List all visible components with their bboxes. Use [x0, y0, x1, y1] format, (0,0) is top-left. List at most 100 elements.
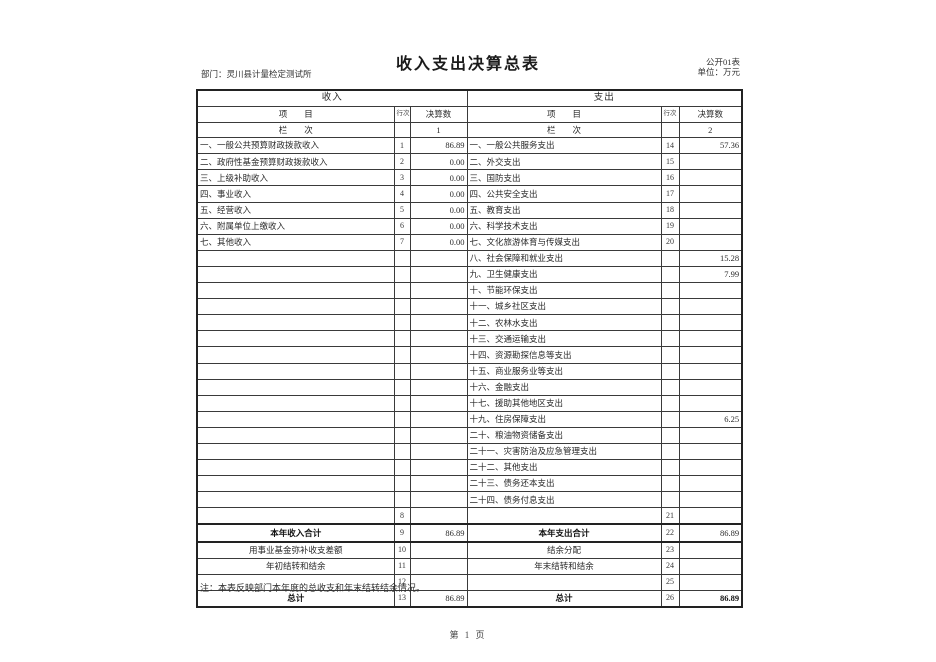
income-amount-cell: [409, 298, 468, 316]
expense-item-cell: 二、外交支出: [466, 153, 662, 171]
expense-rownum-cell: 26: [660, 589, 680, 608]
table-row: 二十二、其他支出: [196, 459, 743, 477]
expense-amount-cell: 86.89: [678, 523, 743, 543]
income-rownum-cell: 4: [393, 185, 411, 203]
income-rownum-cell: 8: [393, 507, 411, 525]
summary-table: 收入 支出 项 目 行次 决算数 项 目 行次 决算数 栏 次 1 栏 次 2 …: [196, 89, 744, 608]
income-amount-cell: [409, 378, 468, 396]
income-item-cell: 年初结转和结余: [196, 557, 395, 575]
income-amount-cell: [409, 491, 468, 509]
income-rownum-cell: [393, 475, 411, 493]
income-item-cell: 一、一般公共预算财政拨款收入: [196, 137, 395, 155]
table-row: 十一、城乡社区支出: [196, 298, 743, 316]
expense-amount-cell: [678, 557, 743, 575]
table-note: 注：本表反映部门本年度的总收支和年末结转结余情况。: [200, 583, 426, 593]
income-amount-cell: [409, 362, 468, 380]
expense-item-cell: 五、教育支出: [466, 201, 662, 219]
expense-rownum-cell: [660, 330, 680, 348]
expense-rownum-cell: 22: [660, 523, 680, 543]
income-item-cell: [196, 330, 395, 348]
income-item-cell: 六、附属单位上缴收入: [196, 217, 395, 235]
expense-rownum-cell: 25: [660, 573, 680, 591]
income-item-cell: [196, 362, 395, 380]
column-header-row: 项 目 行次 决算数 项 目 行次 决算数: [196, 106, 743, 124]
table-row: 二十四、债务付息支出: [196, 491, 743, 509]
expense-amount-cell: [678, 282, 743, 300]
income-item-cell: [196, 410, 395, 428]
table-row: 十三、交通运输支出: [196, 330, 743, 348]
table-row: 十、节能环保支出: [196, 282, 743, 300]
table-row: 四、事业收入 4 0.00 四、公共安全支出 17: [196, 185, 743, 203]
expense-amount-cell: [678, 201, 743, 219]
expense-amount-cell: [678, 330, 743, 348]
income-amount-cell: 0.00: [409, 217, 468, 235]
expense-item-cell: 二十三、债务还本支出: [466, 475, 662, 493]
income-item-cell: 五、经营收入: [196, 201, 395, 219]
income-rownum-cell: [393, 442, 411, 461]
expense-column-label: 栏 次: [466, 122, 662, 139]
income-amount-cell: 86.89: [409, 589, 468, 608]
income-rownum-cell: [393, 426, 411, 444]
meta-right-block: 公开01表 单位：万元: [697, 57, 740, 77]
table-row: 总计 13 86.89 总计 26 86.89: [196, 589, 743, 608]
expense-column-number: 2: [678, 122, 743, 139]
income-column-number: 1: [409, 122, 468, 139]
income-rownum-cell: 9: [393, 523, 411, 543]
expense-item-cell: 年末结转和结余: [466, 557, 662, 575]
expense-rownum-cell: 20: [660, 233, 680, 251]
table-row: 五、经营收入 5 0.00 五、教育支出 18: [196, 201, 743, 219]
expense-amount-cell: 57.36: [678, 137, 743, 155]
expense-rownum-cell: 24: [660, 557, 680, 575]
income-rownum-cell: 2: [393, 153, 411, 171]
income-rownum-cell: 3: [393, 169, 411, 187]
page-footer: 第 1 页: [449, 630, 487, 640]
income-rownum-cell: [393, 314, 411, 332]
expense-rownum-cell: [660, 249, 680, 267]
income-rownum-cell: [393, 330, 411, 348]
table-row: 十二、农林水支出: [196, 314, 743, 332]
table-row: 8 21: [196, 507, 743, 525]
expense-amount-cell: [678, 491, 743, 509]
income-amount-cell: [409, 442, 468, 461]
table-row: 八、社会保障和就业支出 15.28: [196, 249, 743, 267]
expense-rownum-cell: [660, 298, 680, 316]
expense-item-cell: 十一、城乡社区支出: [466, 298, 662, 316]
income-item-cell: [196, 298, 395, 316]
income-amount-cell: [409, 330, 468, 348]
income-item-cell: [196, 249, 395, 267]
expense-item-cell: 六、科学技术支出: [466, 217, 662, 235]
income-item-cell: [196, 265, 395, 284]
table-row: 二十、粮油物资储备支出: [196, 426, 743, 444]
meta-unit: 单位：万元: [697, 67, 740, 77]
expense-item-cell: 七、文化旅游体育与传媒支出: [466, 233, 662, 251]
expense-item-cell: 八、社会保障和就业支出: [466, 249, 662, 267]
income-amount-cell: [409, 314, 468, 332]
income-amount-cell: [409, 410, 468, 428]
expense-item-cell: 二十、粮油物资储备支出: [466, 426, 662, 444]
expense-rownum-cell: [660, 442, 680, 461]
expense-rownum-cell: 14: [660, 137, 680, 155]
income-rownum-cell: [393, 378, 411, 396]
income-amount-cell: [409, 557, 468, 575]
expense-rownum-cell: [660, 378, 680, 396]
expense-amount-cell: [678, 459, 743, 477]
income-rownum-cell: [393, 346, 411, 364]
expense-amount-cell: [678, 314, 743, 332]
expense-rownum-cell: [660, 491, 680, 509]
income-rownum-cell: 6: [393, 217, 411, 235]
meta-department: 部门：灵川县计量检定测试所: [201, 69, 312, 79]
table-row: 十四、资源勘探信息等支出: [196, 346, 743, 364]
expense-item-cell: 九、卫生健康支出: [466, 265, 662, 284]
income-item-header: 项 目: [196, 106, 395, 124]
expense-rownum-cell: 17: [660, 185, 680, 203]
column-index-row: 栏 次 1 栏 次 2: [196, 122, 743, 139]
expense-item-header: 项 目: [466, 106, 662, 124]
expense-rownum-cell: [660, 362, 680, 380]
income-rownum-cell: 5: [393, 201, 411, 219]
income-item-cell: 总计: [196, 589, 395, 608]
expense-amount-cell: [678, 394, 743, 412]
expense-item-cell: 总计: [466, 589, 662, 608]
expense-amount-cell: [678, 475, 743, 493]
table-row: 七、其他收入 7 0.00 七、文化旅游体育与传媒支出 20: [196, 233, 743, 251]
expense-amount-cell: [678, 573, 743, 591]
